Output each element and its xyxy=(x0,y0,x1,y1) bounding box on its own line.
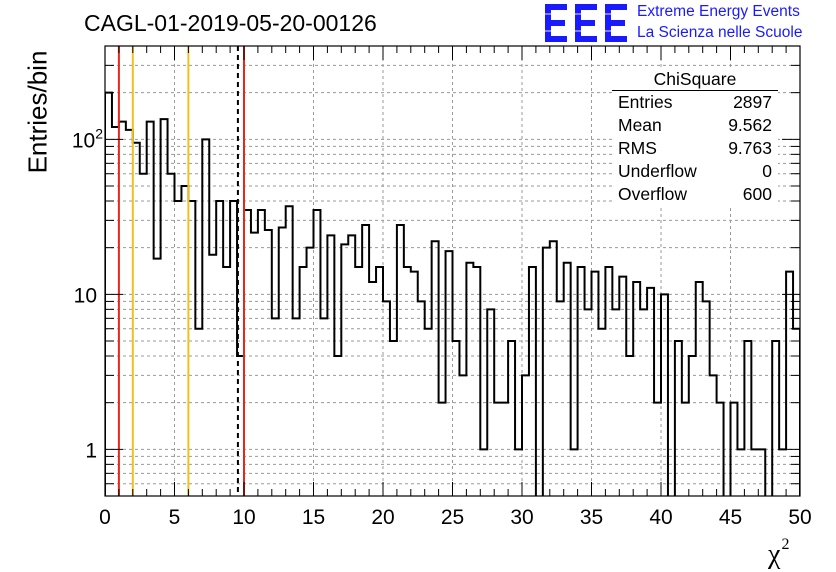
stats-row: Mean 9.562 xyxy=(612,114,778,137)
histogram-layer xyxy=(105,91,800,496)
stats-label: Overflow xyxy=(618,184,688,204)
x-tick-label: 20 xyxy=(371,506,394,529)
x-tick-label: 5 xyxy=(169,506,181,529)
stats-label: RMS xyxy=(618,138,657,158)
axis-ticks: 0 5 10 15 20 25 30 35 40 45 50 1 10 102 xyxy=(72,45,812,529)
x-tick-label: 45 xyxy=(719,506,742,529)
stats-row: Overflow 600 xyxy=(612,183,778,206)
x-tick-label: 10 xyxy=(232,506,255,529)
grid-layer xyxy=(105,46,800,496)
stats-box: ChiSquare Entries 2897 Mean 9.562 RMS 9.… xyxy=(612,68,778,206)
x-tick-label: 0 xyxy=(99,506,111,529)
y-tick-label: 102 xyxy=(72,125,103,152)
x-axis-label: χ2 xyxy=(768,536,790,570)
stats-row: RMS 9.763 xyxy=(612,137,778,160)
x-tick-label: 25 xyxy=(441,506,464,529)
y-tick-label: 10 xyxy=(74,284,97,307)
logo-text-line1: Extreme Energy Events xyxy=(637,3,800,20)
histogram-bars xyxy=(105,91,800,496)
x-tick-label: 30 xyxy=(510,506,533,529)
chart-title: CAGL-01-2019-05-20-00126 xyxy=(84,10,377,36)
stats-value: 9.562 xyxy=(728,115,772,135)
stats-row: Underflow 0 xyxy=(612,160,778,183)
stats-label: Underflow xyxy=(618,161,697,181)
stats-title: ChiSquare xyxy=(612,68,778,91)
stats-value: 2897 xyxy=(733,92,772,112)
stats-value: 0 xyxy=(762,161,772,181)
stats-value: 9.763 xyxy=(728,138,772,158)
x-tick-label: 35 xyxy=(580,506,603,529)
stats-label: Mean xyxy=(618,115,662,135)
y-tick-label: 1 xyxy=(85,439,97,462)
logo-text-line2: La Scienza nelle Scuole xyxy=(637,24,803,41)
stats-row: Entries 2897 xyxy=(612,91,778,114)
x-tick-label: 15 xyxy=(302,506,325,529)
x-tick-label: 40 xyxy=(649,506,672,529)
stats-value: 600 xyxy=(742,184,772,204)
marker-lines-layer xyxy=(117,46,245,496)
x-tick-label: 50 xyxy=(788,506,811,529)
stats-label: Entries xyxy=(618,92,673,112)
eee-logo xyxy=(543,4,631,42)
y-axis-label: Entries/bin xyxy=(22,50,53,174)
